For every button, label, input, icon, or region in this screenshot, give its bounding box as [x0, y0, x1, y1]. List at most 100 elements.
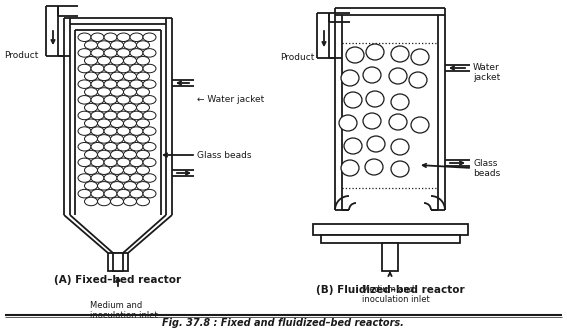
Text: (B) Fluidized–bed reactor: (B) Fluidized–bed reactor	[316, 285, 464, 295]
Text: Glass beads: Glass beads	[197, 150, 252, 160]
Ellipse shape	[130, 190, 143, 198]
Ellipse shape	[339, 115, 357, 131]
Ellipse shape	[98, 41, 111, 49]
Text: beads: beads	[473, 168, 500, 178]
Ellipse shape	[91, 49, 104, 57]
Ellipse shape	[117, 127, 130, 135]
Ellipse shape	[91, 127, 104, 135]
Ellipse shape	[137, 72, 150, 81]
Bar	[113, 253, 123, 271]
Ellipse shape	[391, 161, 409, 177]
Ellipse shape	[137, 119, 150, 128]
Ellipse shape	[104, 80, 117, 89]
Ellipse shape	[346, 47, 364, 63]
Ellipse shape	[143, 127, 156, 135]
Text: (A) Fixed–bed reactor: (A) Fixed–bed reactor	[54, 275, 181, 285]
Ellipse shape	[117, 95, 130, 104]
Ellipse shape	[78, 49, 91, 57]
Ellipse shape	[104, 142, 117, 151]
Ellipse shape	[124, 41, 137, 49]
Ellipse shape	[78, 80, 91, 89]
Text: Fig. 37.8 : Fixed and fluidized–bed reactors.: Fig. 37.8 : Fixed and fluidized–bed reac…	[162, 318, 404, 328]
Ellipse shape	[111, 182, 124, 190]
Ellipse shape	[91, 158, 104, 166]
Ellipse shape	[130, 111, 143, 120]
Ellipse shape	[143, 64, 156, 73]
Ellipse shape	[137, 182, 150, 190]
Text: Water: Water	[473, 63, 500, 72]
Bar	[382, 243, 398, 271]
Ellipse shape	[111, 88, 124, 96]
Ellipse shape	[104, 174, 117, 182]
Ellipse shape	[117, 190, 130, 198]
Ellipse shape	[91, 190, 104, 198]
Bar	[108, 253, 128, 271]
Ellipse shape	[98, 182, 111, 190]
Ellipse shape	[111, 135, 124, 143]
Ellipse shape	[366, 91, 384, 107]
Ellipse shape	[111, 197, 124, 206]
Ellipse shape	[111, 119, 124, 128]
Ellipse shape	[84, 135, 98, 143]
Ellipse shape	[124, 103, 137, 112]
Ellipse shape	[137, 103, 150, 112]
Ellipse shape	[124, 119, 137, 128]
Text: Glass: Glass	[473, 159, 497, 167]
Ellipse shape	[111, 72, 124, 81]
Ellipse shape	[84, 150, 98, 159]
Ellipse shape	[104, 64, 117, 73]
Ellipse shape	[111, 150, 124, 159]
Ellipse shape	[111, 103, 124, 112]
Ellipse shape	[78, 33, 91, 41]
Ellipse shape	[98, 166, 111, 174]
Text: inoculation inlet: inoculation inlet	[90, 311, 158, 319]
Ellipse shape	[124, 72, 137, 81]
Ellipse shape	[98, 119, 111, 128]
Ellipse shape	[98, 150, 111, 159]
Ellipse shape	[143, 190, 156, 198]
Ellipse shape	[91, 64, 104, 73]
Ellipse shape	[137, 150, 150, 159]
Ellipse shape	[117, 64, 130, 73]
Ellipse shape	[130, 33, 143, 41]
Ellipse shape	[84, 41, 98, 49]
Ellipse shape	[124, 197, 137, 206]
Text: jacket: jacket	[473, 73, 500, 83]
Ellipse shape	[91, 111, 104, 120]
Ellipse shape	[91, 174, 104, 182]
Ellipse shape	[98, 135, 111, 143]
Ellipse shape	[84, 72, 98, 81]
Ellipse shape	[117, 142, 130, 151]
Ellipse shape	[137, 41, 150, 49]
Ellipse shape	[84, 57, 98, 65]
Ellipse shape	[78, 174, 91, 182]
Ellipse shape	[143, 95, 156, 104]
Ellipse shape	[104, 190, 117, 198]
Ellipse shape	[98, 103, 111, 112]
Ellipse shape	[91, 142, 104, 151]
Ellipse shape	[130, 142, 143, 151]
Ellipse shape	[130, 64, 143, 73]
Ellipse shape	[111, 57, 124, 65]
Ellipse shape	[78, 127, 91, 135]
Ellipse shape	[391, 139, 409, 155]
Text: Medium and: Medium and	[90, 300, 142, 310]
Ellipse shape	[78, 111, 91, 120]
Ellipse shape	[84, 182, 98, 190]
Ellipse shape	[143, 158, 156, 166]
Ellipse shape	[409, 72, 427, 88]
Ellipse shape	[104, 158, 117, 166]
Ellipse shape	[137, 57, 150, 65]
Ellipse shape	[78, 158, 91, 166]
Ellipse shape	[117, 80, 130, 89]
Text: ← Water jacket: ← Water jacket	[197, 95, 264, 105]
Text: Medium and: Medium and	[362, 285, 414, 293]
Ellipse shape	[98, 72, 111, 81]
Text: Product: Product	[280, 54, 314, 63]
Ellipse shape	[137, 135, 150, 143]
Ellipse shape	[143, 80, 156, 89]
Ellipse shape	[130, 174, 143, 182]
Bar	[321, 235, 460, 243]
Ellipse shape	[130, 158, 143, 166]
Ellipse shape	[84, 166, 98, 174]
